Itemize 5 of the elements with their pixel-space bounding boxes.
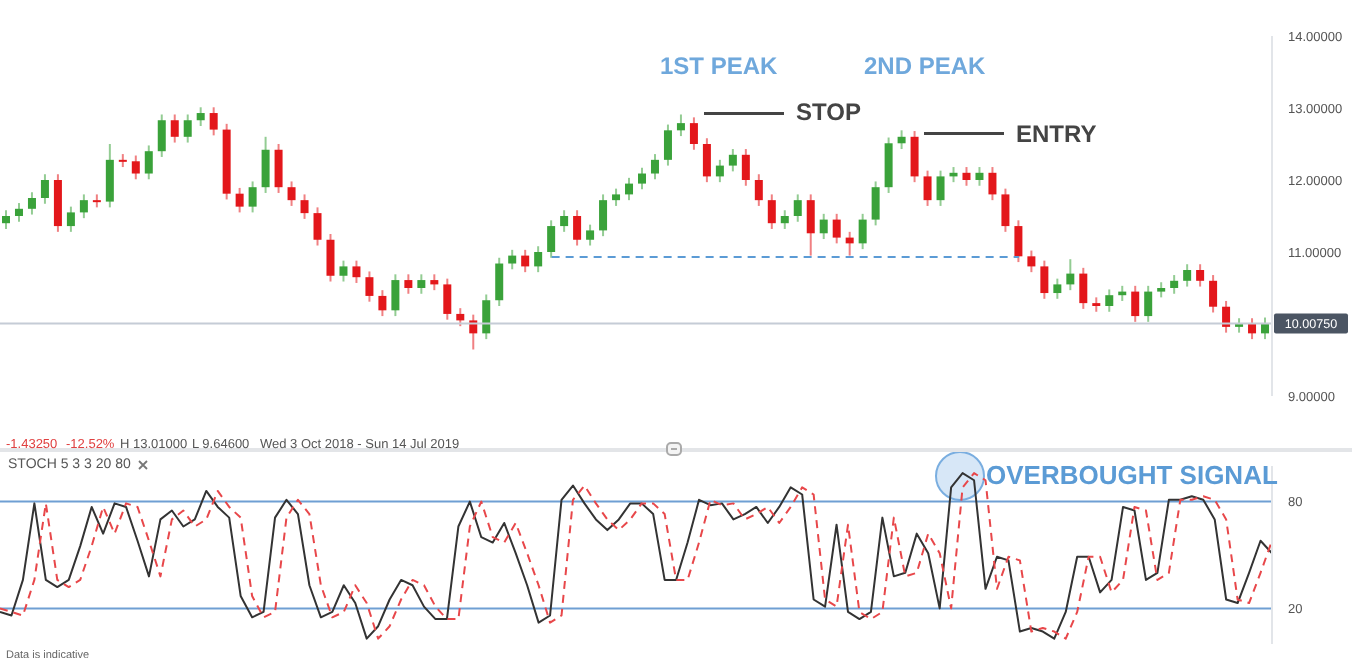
annotation: 1ST PEAK bbox=[660, 52, 778, 81]
annotation: ENTRY bbox=[1016, 120, 1097, 149]
annotation: STOP bbox=[796, 98, 861, 127]
annotation: OVERBOUGHT SIGNAL bbox=[986, 460, 1278, 491]
annotation: 2ND PEAK bbox=[864, 52, 986, 81]
